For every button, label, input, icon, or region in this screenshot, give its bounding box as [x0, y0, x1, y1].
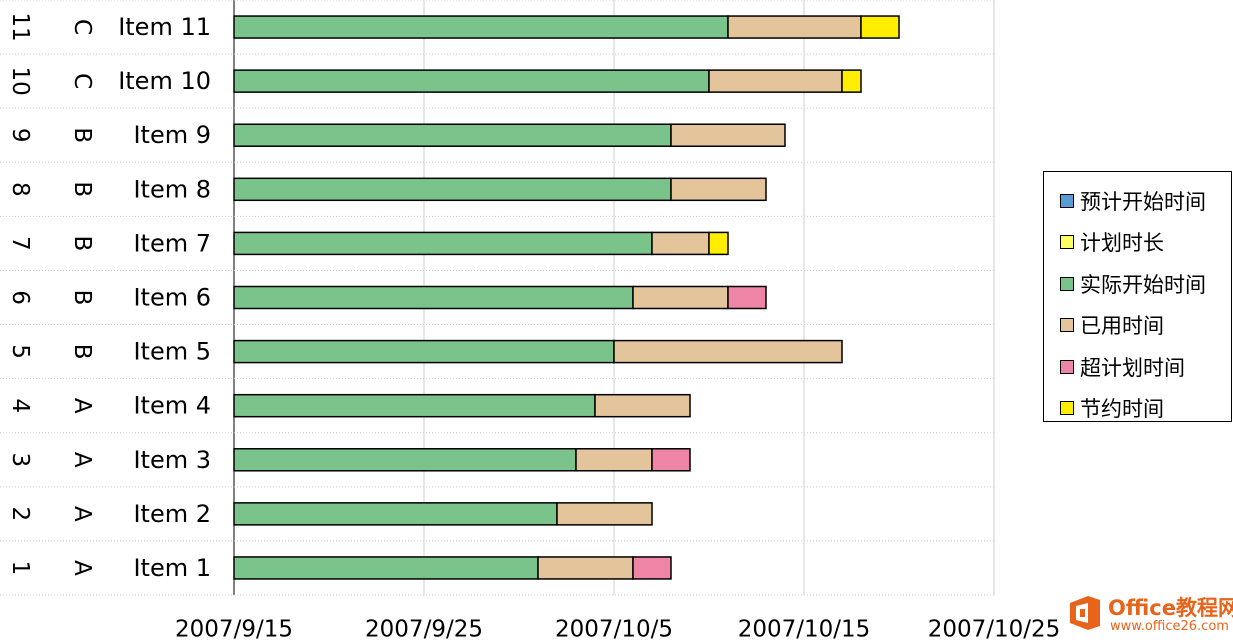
- x-tick-label: 2007/10/15: [738, 617, 871, 642]
- bar-segment: [860, 15, 900, 39]
- bar-segment: [233, 556, 539, 580]
- watermark-name: Office教程网: [1108, 596, 1233, 620]
- category-item-label: Item 3: [133, 446, 211, 474]
- category-number-label: 3: [7, 452, 33, 467]
- category-item-label: Item 4: [133, 392, 211, 420]
- category-number-label: 8: [7, 182, 33, 197]
- category-item-label: Item 1: [133, 554, 211, 582]
- legend-swatch: [1060, 359, 1074, 374]
- bar-segment: [632, 556, 672, 580]
- legend-item: 节约时间: [1044, 388, 1231, 430]
- bar-segment: [233, 69, 710, 93]
- bar-segment: [708, 69, 843, 93]
- category-labels: 1 A Item 1 2 A Item 2 3 A Item 3 4 A Item 4 5 B Item 5…: [7, 12, 211, 582]
- bar-segment: [233, 15, 729, 39]
- legend-swatch: [1060, 235, 1074, 250]
- bar-segment: [841, 69, 862, 93]
- bar-segment: [727, 15, 862, 39]
- grid-lines: [0, 0, 995, 596]
- category-item-label: Item 7: [133, 229, 211, 257]
- category-group-label: A: [69, 398, 95, 414]
- bar-segment: [233, 123, 672, 147]
- category-number-label: 5: [7, 344, 33, 359]
- category-item-label: Item 10: [118, 67, 211, 95]
- category-item-label: Item 5: [133, 338, 211, 366]
- bar-segment: [233, 448, 577, 472]
- office-logo-icon: [1070, 596, 1100, 630]
- bar-segment: [233, 393, 596, 418]
- legend-item: 计划时长: [1044, 222, 1231, 264]
- legend-item: 实际开始时间: [1044, 263, 1231, 305]
- category-number-label: 9: [7, 128, 33, 143]
- category-group-label: C: [69, 73, 95, 89]
- bar-segment: [233, 231, 653, 256]
- category-item-label: Item 11: [118, 13, 211, 41]
- bar-segment: [670, 177, 767, 202]
- legend-label: 已用时间: [1080, 314, 1164, 339]
- category-group-label: B: [69, 344, 95, 360]
- category-item-label: Item 6: [133, 284, 211, 312]
- legend-item: 超计划时间: [1044, 346, 1231, 388]
- legend: 预计开始时间 计划时长实际开始时间 已用时间超计划时间节约时间: [1043, 171, 1232, 422]
- category-group-label: B: [69, 290, 95, 306]
- bar-segment: [670, 123, 786, 147]
- category-number-label: 4: [7, 398, 33, 413]
- bar-segment: [233, 502, 558, 526]
- bar-segment: [727, 285, 767, 310]
- category-number-label: 6: [7, 290, 33, 305]
- bar-segment: [575, 448, 653, 472]
- category-number-label: 2: [7, 507, 33, 522]
- category-group-label: B: [69, 127, 95, 143]
- category-item-label: Item 2: [133, 500, 211, 528]
- legend-item: 已用时间: [1044, 305, 1231, 347]
- legend-label: 超计划时间: [1080, 355, 1185, 380]
- legend-label: 预计开始时间: [1080, 189, 1206, 214]
- bar-segment: [556, 502, 653, 526]
- category-group-label: A: [69, 506, 95, 522]
- legend-label: 节约时间: [1080, 397, 1164, 422]
- x-tick-label: 2007/10/25: [928, 617, 1061, 642]
- category-item-label: Item 9: [133, 121, 211, 149]
- legend-swatch: [1060, 276, 1074, 291]
- legend-swatch: [1060, 193, 1074, 208]
- category-number-label: 1: [7, 561, 33, 576]
- bar-segment: [233, 339, 615, 364]
- legend-swatch: [1060, 401, 1074, 416]
- legend-label: 计划时长: [1080, 231, 1164, 256]
- bar-segment: [708, 231, 729, 256]
- category-group-label: A: [69, 452, 95, 468]
- bar-segment: [594, 393, 691, 418]
- category-group-label: B: [69, 236, 95, 252]
- legend-item: 预计开始时间: [1044, 180, 1231, 222]
- x-tick-label: 2007/9/15: [175, 617, 293, 642]
- category-group-label: C: [69, 19, 95, 35]
- x-tick-label: 2007/10/5: [555, 617, 673, 642]
- watermark: Office教程网 www.office26.com: [1066, 588, 1233, 640]
- watermark-url: www.office26.com: [1110, 619, 1229, 634]
- bar-segment: [651, 448, 691, 472]
- bar-segment: [613, 339, 843, 364]
- category-item-label: Item 8: [133, 175, 211, 203]
- category-number-label: 11: [7, 12, 33, 41]
- category-group-label: B: [69, 181, 95, 197]
- bar-segment: [537, 556, 634, 580]
- bar-segment: [233, 285, 634, 310]
- category-number-label: 10: [7, 66, 33, 95]
- category-number-label: 7: [7, 236, 33, 251]
- legend-label: 实际开始时间: [1080, 272, 1206, 297]
- legend-swatch: [1060, 318, 1074, 333]
- x-tick-label: 2007/9/25: [365, 617, 483, 642]
- bar-segment: [651, 231, 710, 256]
- x-axis-ticks: 2007/9/15 2007/9/25 2007/10/5 2007/10/15 200…: [175, 617, 1060, 642]
- category-group-label: A: [69, 560, 95, 576]
- bar-segment: [233, 177, 672, 202]
- bars: [233, 15, 900, 580]
- bar-segment: [632, 285, 729, 310]
